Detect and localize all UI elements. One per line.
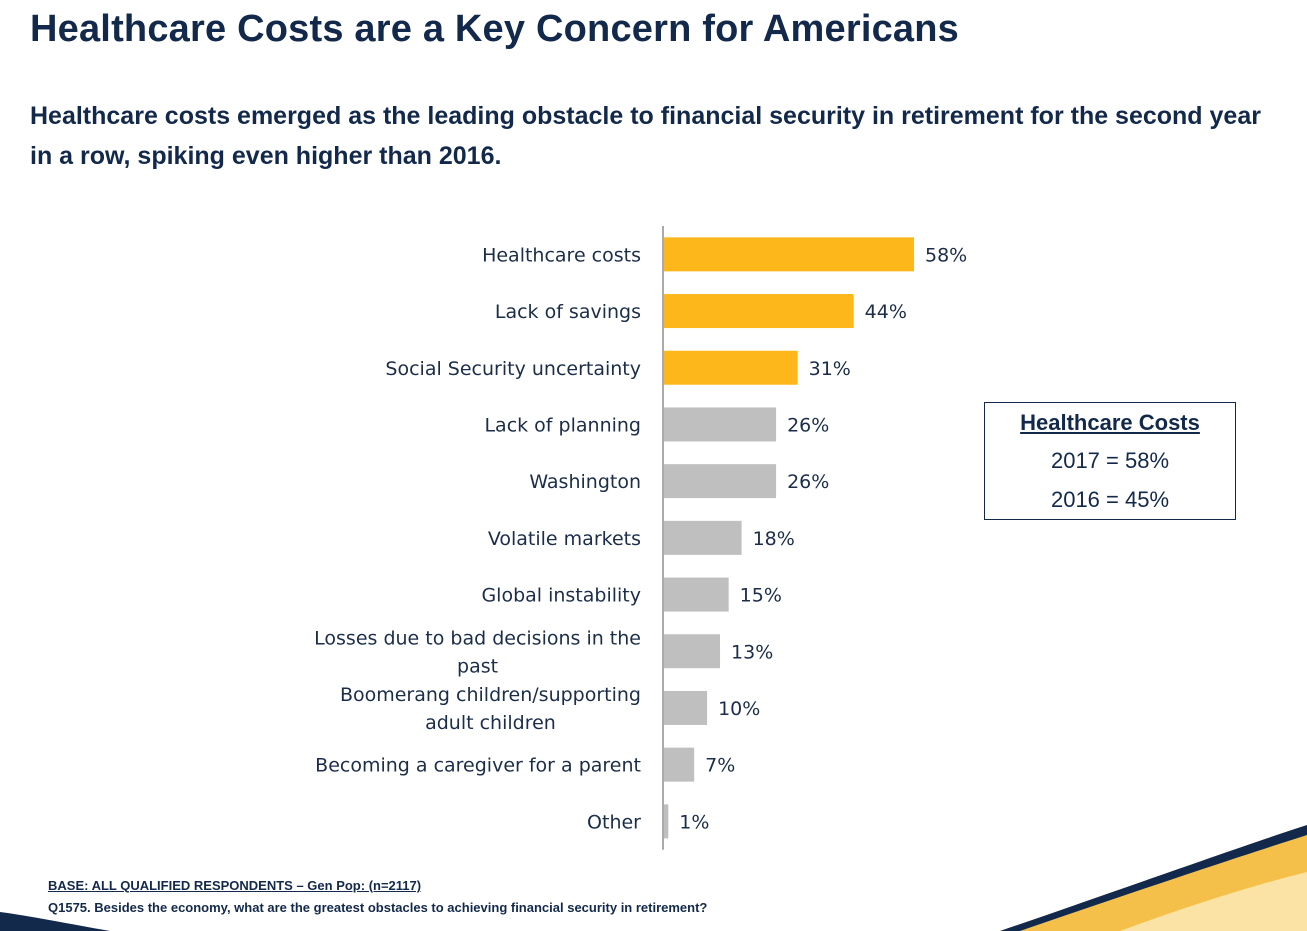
category-label: Boomerang children/supporting [340,684,641,706]
category-label: Losses due to bad decisions in the [314,627,641,649]
category-label: past [457,655,498,677]
value-label: 13% [731,641,773,663]
category-label: Healthcare costs [482,244,641,266]
healthcare-costs-callout: Healthcare Costs 2017 = 58% 2016 = 45% [984,402,1236,520]
category-label: Washington [529,471,641,493]
category-label: Lack of savings [495,301,641,323]
bar [664,407,777,442]
bar [664,520,742,555]
bar [664,464,777,499]
value-label: 18% [753,528,795,550]
page-title: Healthcare Costs are a Key Concern for A… [30,8,960,50]
value-label: 26% [787,471,829,493]
value-label: 26% [787,414,829,436]
bar [664,294,854,329]
bar [664,577,729,612]
value-label: 44% [865,301,907,323]
callout-2017-value: 2017 = 58% [1050,448,1170,473]
category-label: adult children [425,712,556,734]
category-label: Lack of planning [484,414,641,436]
bar [664,690,708,725]
category-label: Becoming a caregiver for a parent [315,755,641,777]
page-subtitle: Healthcare costs emerged as the leading … [30,102,1261,170]
callout-title: Healthcare Costs [1020,410,1200,435]
category-label: Global instability [481,585,641,607]
value-label: 7% [705,755,735,777]
category-label: Social Security uncertainty [385,358,641,380]
navy-left-swoosh [0,912,110,931]
value-label: 15% [740,585,782,607]
bar [664,237,914,272]
value-label: 1% [679,811,709,833]
base-footnote: BASE: ALL QUALIFIED RESPONDENTS – Gen Po… [48,878,422,893]
value-label: 31% [809,358,851,380]
question-footnote: Q1575. Besides the economy, what are the… [48,900,708,915]
value-label: 10% [718,698,760,720]
bar [664,804,669,839]
callout-2016-value: 2016 = 45% [1050,487,1170,512]
light-gold-swoosh [1120,872,1307,931]
category-label: Volatile markets [488,528,641,550]
bar [664,747,695,782]
bar [664,350,798,385]
value-label: 58% [925,244,967,266]
category-label: Other [587,811,641,833]
bar [664,634,721,669]
